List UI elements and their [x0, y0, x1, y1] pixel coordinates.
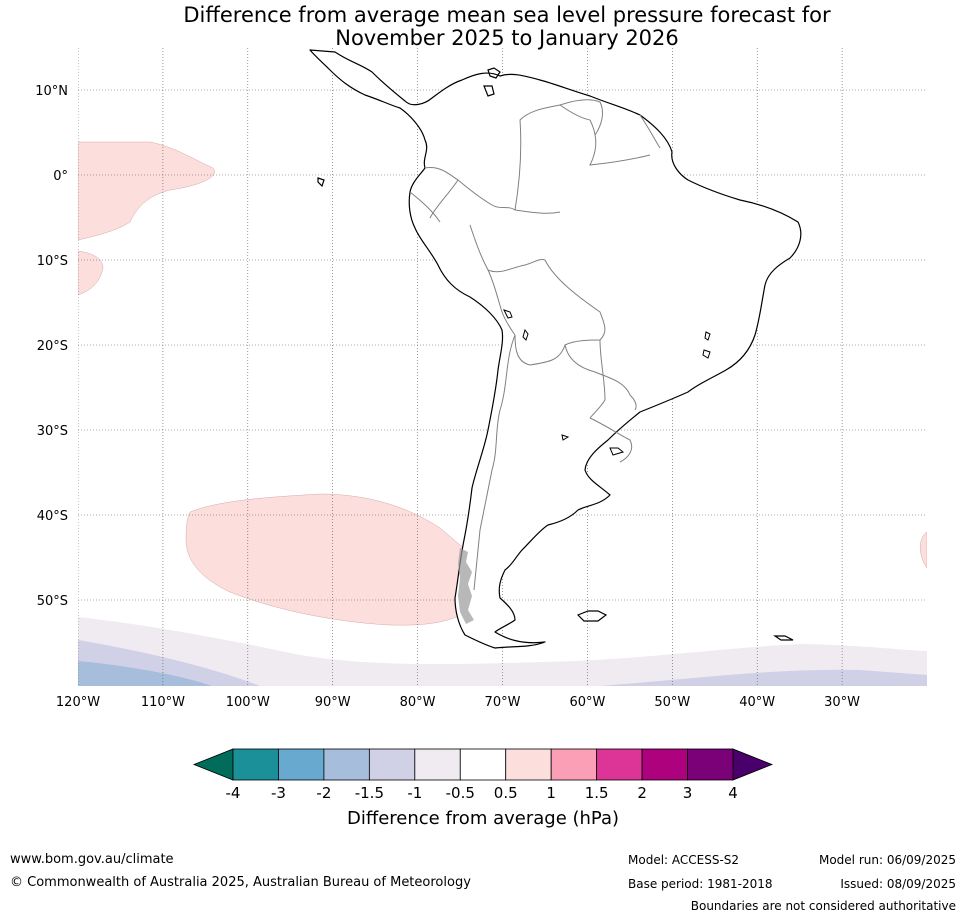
colorbar-swatch	[596, 748, 643, 781]
colorbar-tick-label: -1	[407, 784, 422, 802]
longitude-label: 110°W	[141, 695, 185, 710]
footer-base-period: Base period: 1981-2018	[628, 877, 773, 891]
colorbar-tick-label: 2	[637, 784, 647, 802]
colorbar-tick-label: 0.5	[494, 784, 518, 802]
latitude-label: 10°N	[35, 84, 68, 99]
map-title: Difference from average mean sea level p…	[0, 4, 965, 50]
colorbar-swatch	[232, 748, 279, 781]
colorbar-over-extension	[732, 748, 774, 781]
colorbar-tick-label: -3	[271, 784, 286, 802]
colorbar-under-extension	[192, 748, 234, 781]
latitude-label: 50°S	[37, 594, 68, 609]
latitude-label: 30°S	[37, 424, 68, 439]
colorbar-title: Difference from average (hPa)	[346, 808, 620, 829]
latitude-label: 40°S	[37, 509, 68, 524]
latitude-labels: 10°N 0° 10°S 20°S 30°S 40°S 50°S	[35, 84, 68, 609]
map-title-line2: November 2025 to January 2026	[335, 26, 679, 50]
region-pos-0.5-to-1-south-atlantic	[920, 531, 927, 569]
colorbar-swatch	[414, 748, 461, 781]
longitude-label: 70°W	[485, 695, 521, 710]
longitude-label: 40°W	[739, 695, 775, 710]
lakes	[503, 309, 711, 456]
colorbar-swatch	[687, 748, 734, 781]
colorbar-swatch	[550, 748, 598, 781]
colorbar-swatch	[505, 748, 552, 781]
colorbar-tick-label: 1	[546, 784, 556, 802]
region-pos-0.5-to-1-tropical-pacific-south	[78, 250, 104, 296]
south-america-coastline	[309, 49, 802, 649]
colorbar-tick-label: -4	[226, 784, 241, 802]
longitude-label: 80°W	[400, 695, 436, 710]
colorbar-swatches	[192, 748, 774, 781]
footer-website: www.bom.gov.au/climate	[10, 852, 174, 867]
colorbar-tick-label: 4	[728, 784, 738, 802]
islands	[317, 67, 794, 641]
map-title-line1: Difference from average mean sea level p…	[183, 3, 831, 27]
footer-model-run: Model run: 06/09/2025	[818, 853, 956, 867]
country-boundaries	[409, 99, 661, 591]
footer-issued: Issued: 08/09/2025	[840, 877, 956, 891]
footer-copyright: © Commonwealth of Australia 2025, Austra…	[10, 875, 471, 890]
longitude-label: 50°W	[654, 695, 690, 710]
map-plot-area	[78, 48, 927, 686]
colorbar-swatch	[278, 748, 325, 781]
colorbar-tick-label: -1.5	[355, 784, 384, 802]
region-pos-0.5-to-1-tropical-pacific	[78, 141, 215, 241]
colorbar-swatch	[641, 748, 688, 781]
latitude-label: 0°	[53, 169, 68, 184]
colorbar-swatch	[368, 748, 416, 781]
footer-model: Model: ACCESS-S2	[628, 853, 740, 867]
colorbar-labels: -4 -3 -2 -1.5 -1 -0.5 0.5 1 1.5 2 3 4	[226, 784, 738, 802]
chile-fjords	[458, 548, 474, 624]
longitude-label: 60°W	[569, 695, 605, 710]
colorbar-tick-label: 1.5	[585, 784, 609, 802]
longitude-label: 90°W	[315, 695, 351, 710]
colorbar-swatch	[323, 748, 370, 781]
colorbar-swatch	[459, 748, 507, 781]
longitude-label: 100°W	[226, 695, 270, 710]
longitude-labels: 120°W 110°W 100°W 90°W 80°W 70°W 60°W 50°W 40°W 3…	[56, 695, 860, 710]
region-neg-1.5-to-neg-2	[78, 661, 212, 686]
colorbar-tick-label: 3	[683, 784, 693, 802]
latitude-label: 10°S	[37, 254, 68, 269]
longitude-label: 30°W	[824, 695, 860, 710]
latitude-label: 20°S	[37, 339, 68, 354]
region-neg-0.5-to-neg-1	[78, 617, 927, 686]
footer-disclaimer: Boundaries are not considered authoritat…	[690, 899, 956, 913]
longitude-label: 120°W	[56, 695, 100, 710]
colorbar-tick-label: -0.5	[446, 784, 475, 802]
colorbar-tick-label: -2	[316, 784, 331, 802]
